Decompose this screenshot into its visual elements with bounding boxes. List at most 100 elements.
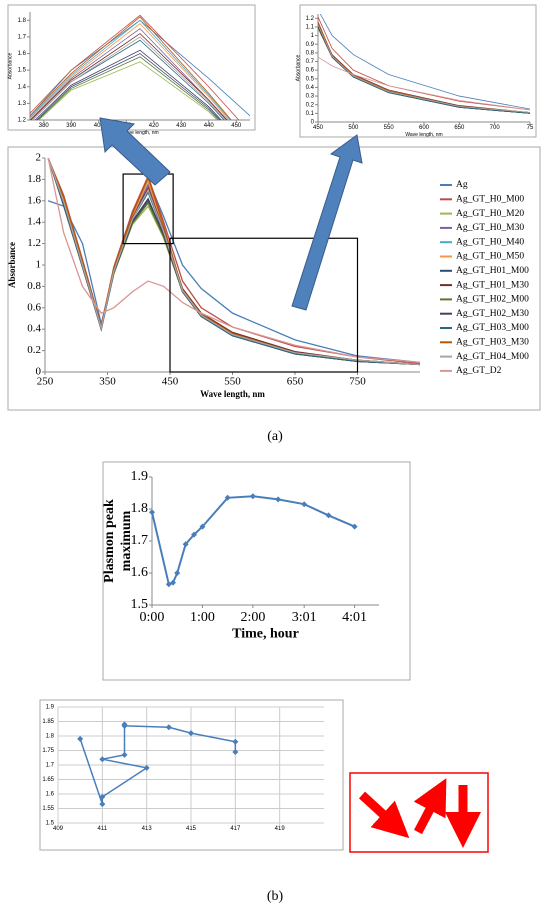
- data-point: [301, 501, 308, 508]
- legend-label: Ag_GT_H01_M00: [456, 266, 529, 276]
- y-tick-label: 1.6: [131, 565, 149, 580]
- zoom-arrow: [99, 117, 171, 186]
- data-point: [121, 722, 128, 729]
- y-tick-label: 2: [36, 152, 42, 164]
- data-point: [165, 724, 172, 731]
- x-tick-label: 380: [39, 123, 50, 129]
- x-axis-label: Wave length, nm: [200, 389, 265, 399]
- y-tick-label: 1.5: [131, 597, 149, 612]
- zoom-box: [169, 237, 359, 373]
- series-line: [30, 16, 232, 120]
- x-tick-label: 419: [275, 826, 286, 832]
- y-axis-label: maximum: [119, 510, 134, 571]
- y-tick-label: 1.6: [46, 792, 55, 798]
- inset-frame: [299, 4, 537, 138]
- series-line: [30, 23, 230, 120]
- y-tick-label: 0.8: [27, 280, 41, 292]
- legend-label: Ag_GT_D2: [456, 366, 502, 376]
- y-tick-label: 1.2: [18, 118, 27, 124]
- data-point: [99, 801, 106, 808]
- arrow-icon: [413, 778, 447, 835]
- x-tick-label: 440: [204, 123, 215, 129]
- legend-label: Ag_GT_H0_M30: [456, 223, 524, 233]
- series-line: [318, 24, 530, 114]
- y-tick-label: 1.8: [46, 734, 55, 740]
- caption: (a): [267, 429, 283, 444]
- x-tick-label: 500: [348, 125, 359, 131]
- series-line: [318, 23, 530, 113]
- y-tick-label: 1.3: [18, 101, 27, 107]
- series-line: [47, 158, 420, 366]
- x-tick-label: 400: [94, 123, 105, 129]
- y-tick-label: 0: [36, 366, 42, 378]
- data-point: [188, 730, 194, 737]
- series-line: [318, 22, 530, 113]
- y-tick-label: 0.2: [27, 344, 41, 356]
- x-tick-label: 350: [99, 375, 116, 387]
- x-tick-label: 4:01: [342, 610, 367, 625]
- x-tick-label: 0:00: [140, 610, 165, 625]
- series-line: [37, 56, 220, 120]
- y-tick-label: 1.65: [42, 777, 54, 783]
- data-point: [143, 764, 150, 771]
- data-point: [149, 509, 155, 516]
- series-line: [318, 15, 530, 111]
- x-tick-label: 700: [490, 125, 501, 131]
- x-tick-label: 409: [53, 826, 64, 832]
- y-tick-label: 0.5: [306, 76, 315, 82]
- data-point: [170, 579, 177, 586]
- series-line: [30, 14, 240, 120]
- x-axis-label: Wave length, nm: [405, 132, 442, 138]
- y-tick-label: 1.55: [42, 806, 54, 812]
- y-tick-label: 1.2: [27, 237, 41, 249]
- data-point: [325, 512, 332, 519]
- y-tick-label: 1.5: [46, 821, 55, 827]
- y-tick-label: 1: [311, 33, 315, 39]
- x-tick-label: 417: [230, 826, 241, 832]
- legend-label: Ag_GT_H0_M00: [456, 194, 524, 204]
- y-tick-label: 1.1: [306, 25, 315, 31]
- legend-label: Ag_GT_H01_M30: [456, 280, 529, 290]
- series-line: [36, 53, 221, 120]
- y-tick-label: 0.9: [306, 42, 315, 48]
- x-tick-label: 550: [384, 125, 395, 131]
- x-tick-label: 650: [454, 125, 465, 131]
- y-tick-label: 1.4: [27, 216, 41, 228]
- x-tick-label: 2:00: [240, 610, 265, 625]
- caption: (b): [267, 889, 284, 904]
- data-point: [275, 496, 282, 503]
- legend-label: Ag_GT_H02_M00: [456, 295, 529, 305]
- data-point: [99, 793, 106, 800]
- x-tick-label: 1:00: [190, 610, 215, 625]
- data-point: [232, 748, 239, 755]
- series-line: [38, 61, 218, 120]
- data-point: [199, 523, 206, 530]
- y-tick-label: 1.6: [18, 51, 27, 57]
- x-tick-label: 450: [162, 375, 179, 387]
- y-tick-label: 1.75: [42, 748, 54, 754]
- x-tick-label: 550: [224, 375, 241, 387]
- y-tick-label: 1: [36, 259, 42, 271]
- plots: 0 0.2 0.4 0.6 0.8 1 1.2 1.4 1.6 1.8 2 250 350 450 550 6…: [7, 12, 534, 832]
- y-tick-label: 0: [311, 120, 315, 126]
- y-tick-label: 0.3: [306, 94, 315, 100]
- series-line: [31, 36, 226, 120]
- x-tick-label: 420: [149, 123, 160, 129]
- x-tick-label: 3:01: [292, 610, 317, 625]
- y-tick-label: 0.6: [306, 68, 315, 74]
- y-tick-label: 1.85: [42, 719, 54, 725]
- y-tick-label: 1.7: [131, 533, 149, 548]
- y-tick-label: 1.5: [18, 68, 27, 74]
- data-point: [99, 756, 106, 763]
- x-tick-label: 390: [66, 123, 77, 129]
- legend-label: Ag: [456, 180, 468, 190]
- y-tick-label: 1.6: [27, 194, 41, 206]
- data-point: [182, 541, 189, 548]
- legend-label: Ag_GT_H0_M20: [456, 209, 524, 219]
- series-line: [47, 158, 420, 364]
- y-axis-label: Plasmon peak: [102, 499, 117, 583]
- y-tick-label: 1.8: [27, 173, 41, 185]
- series-line: [319, 14, 530, 110]
- x-tick-label: 600: [419, 125, 430, 131]
- series-line: [34, 49, 222, 120]
